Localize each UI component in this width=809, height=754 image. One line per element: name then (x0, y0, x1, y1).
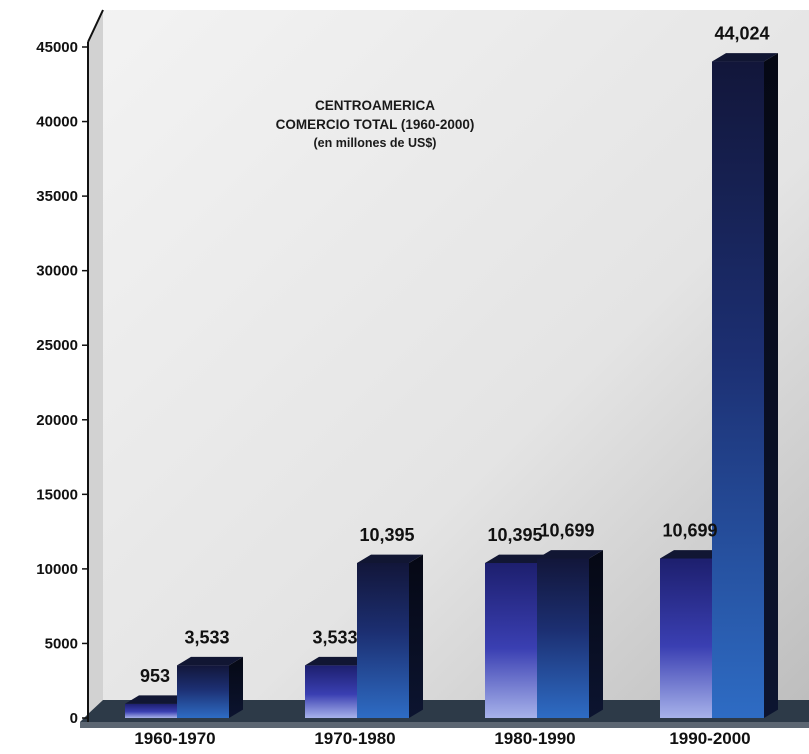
y-tick-label: 25000 (36, 337, 78, 354)
y-tick-label: 15000 (36, 486, 78, 503)
y-axis-top-line (87, 9, 104, 43)
data-label: 10,395 (359, 525, 414, 545)
chart-back-wall (88, 10, 809, 714)
y-tick-label: 0 (70, 710, 78, 727)
bar-side-face (764, 53, 778, 718)
bar-top-face (305, 656, 371, 666)
bar-1990-2000-series-2 (712, 61, 764, 719)
bar-top-face (125, 695, 191, 704)
bar-side-face (409, 554, 423, 718)
bar-top-face (357, 554, 423, 563)
bar-1960-1970-series-1 (125, 703, 177, 718)
y-tick-label: 30000 (36, 263, 78, 280)
data-label: 953 (140, 666, 170, 686)
x-category-label: 1990-2000 (669, 729, 750, 748)
y-tick-label: 5000 (45, 635, 78, 652)
bar-1980-1990-series-1 (485, 562, 537, 718)
bar-1980-1990-series-2 (537, 558, 589, 718)
x-category-label: 1960-1970 (134, 729, 215, 748)
bar-1960-1970-series-2 (177, 665, 229, 718)
chart-floor-shadow (80, 722, 809, 728)
bar-1970-1980-series-2 (357, 562, 409, 718)
bar-top-face (660, 550, 726, 559)
bar-top-face (485, 554, 551, 563)
chart-title-line-1: CENTROAMERICA (315, 98, 435, 113)
bar-1970-1980-series-1 (305, 665, 357, 718)
bar-top-face (712, 53, 778, 62)
data-label: 3,533 (312, 627, 357, 647)
y-tick-label: 40000 (36, 114, 78, 131)
chart-title-line-2: COMERCIO TOTAL (1960-2000) (276, 117, 475, 132)
data-label: 3,533 (184, 627, 229, 647)
chart-title-line-3: (en millones de US$) (314, 136, 437, 150)
bar-side-face (589, 550, 603, 718)
bar-side-face (229, 656, 243, 718)
y-tick-label: 10000 (36, 561, 78, 578)
bar-top-face (537, 550, 603, 559)
chart-side-wall (88, 10, 103, 714)
y-tick-label: 35000 (36, 188, 78, 205)
data-label: 10,699 (539, 520, 594, 540)
data-label: 10,699 (662, 520, 717, 540)
data-label: 10,395 (487, 525, 542, 545)
y-tick-label: 20000 (36, 412, 78, 429)
x-category-label: 1970-1980 (314, 729, 395, 748)
bar-1990-2000-series-1 (660, 558, 712, 718)
bar-top-face (177, 656, 243, 666)
y-tick-label: 45000 (36, 39, 78, 56)
chart-floor (80, 700, 809, 722)
x-category-label: 1980-1990 (494, 729, 575, 748)
data-label: 44,024 (714, 24, 769, 44)
